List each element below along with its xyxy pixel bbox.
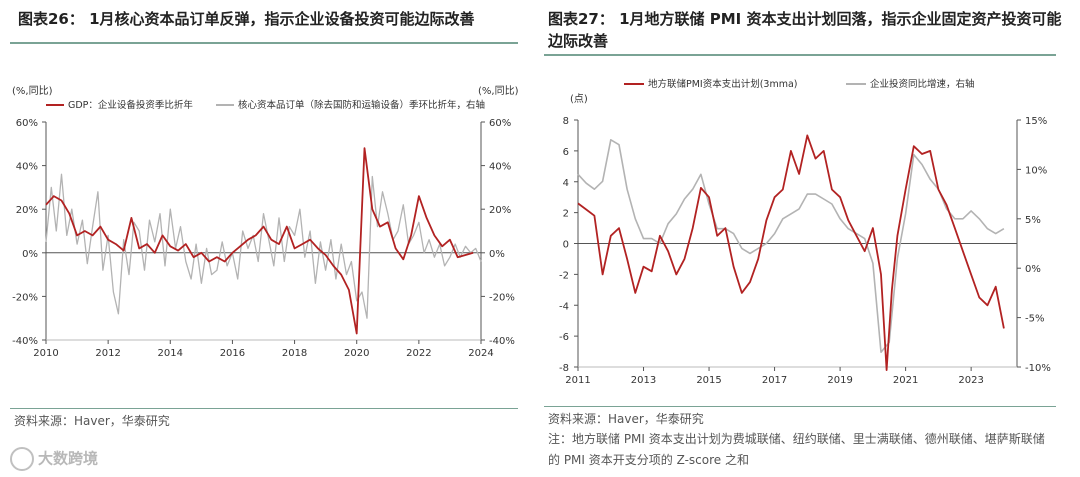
y-tick-label-right: -40%: [489, 336, 515, 347]
y-tick-label-left: 60%: [16, 118, 38, 129]
y-tick-label-right: -10%: [1025, 363, 1051, 374]
left-axis-unit: (%,同比): [12, 85, 53, 97]
x-tick-label: 2020: [344, 348, 369, 359]
watermark-text: 大数跨境: [38, 449, 99, 468]
y-tick-label-right: 0%: [489, 249, 505, 260]
y-tick-label-right: -5%: [1025, 314, 1044, 325]
x-tick-label: 2013: [631, 375, 656, 386]
source-rule-left: [10, 408, 518, 409]
x-tick-label: 2017: [762, 375, 787, 386]
y-tick-label-left: 6: [563, 147, 569, 158]
right-axis-unit: (%,同比): [478, 85, 519, 97]
x-tick-label: 2015: [696, 375, 721, 386]
chart-title-right: 图表27： 1月地方联储 PMI 资本支出计划回落，指示企业固定资产投资可能边际…: [548, 10, 1062, 50]
x-tick-label: 2024: [468, 348, 493, 359]
source-left: 资料来源：Haver，华泰研究: [14, 414, 170, 428]
y-tick-label-left: -20%: [12, 292, 38, 303]
legend-label-gdp: GDP：企业设备投资季比折年: [68, 99, 193, 111]
title-rule-left: [10, 42, 518, 44]
y-tick-label-left: 20%: [16, 205, 38, 216]
x-tick-label: 2011: [565, 375, 590, 386]
series-line-orders: [45, 173, 482, 319]
chart-right-svg: 地方联储PMI资本支出计划(3mma) 企业投资同比增速，右轴 (点)8 6 4 2 0 -2…: [559, 78, 1051, 386]
series-line-invest: [577, 139, 1005, 354]
watermark-logo-icon: [10, 447, 34, 471]
chart-panel-left: 图表26： 1月核心资本品订单反弹，指示企业设备投资可能边际改善 (%,同比)(…: [0, 0, 530, 477]
y-tick-label-left: 0%: [22, 249, 38, 260]
source-rule-right: [544, 406, 1056, 407]
y-tick-label-right: 15%: [1025, 116, 1047, 127]
y-tick-label-right: 0%: [1025, 264, 1041, 275]
y-tick-label-right: 40%: [489, 162, 511, 173]
x-tick-label: 2012: [95, 348, 120, 359]
x-tick-label: 2010: [33, 348, 58, 359]
y-tick-label-left: 8: [563, 116, 569, 127]
chart-title-left: 图表26： 1月核心资本品订单反弹，指示企业设备投资可能边际改善: [18, 10, 475, 28]
y-tick-label-left: 40%: [16, 162, 38, 173]
x-tick-label: 2018: [282, 348, 307, 359]
legend-label-invest: 企业投资同比增速，右轴: [870, 78, 975, 90]
y-tick-label-left: -4: [559, 301, 569, 312]
y-tick-label-right: 20%: [489, 205, 511, 216]
y-tick-label-right: 60%: [489, 118, 511, 129]
y-tick-label-left: -40%: [12, 336, 38, 347]
left-axis-unit: (点): [570, 93, 588, 105]
x-tick-label: 2019: [827, 375, 852, 386]
title-rule-right: [544, 54, 1056, 56]
x-tick-label: 2023: [958, 375, 983, 386]
series-line-gdp: [45, 147, 474, 335]
y-tick-label-right: -20%: [489, 292, 515, 303]
x-tick-label: 2022: [406, 348, 431, 359]
x-tick-label: 2014: [158, 348, 183, 359]
y-tick-label-left: -2: [559, 270, 569, 281]
x-tick-label: 2021: [893, 375, 918, 386]
legend-label-pmi: 地方联储PMI资本支出计划(3mma): [648, 78, 798, 90]
y-tick-label-left: -8: [559, 363, 569, 374]
legend-label-orders: 核心资本品订单（除去国防和运输设备）季环比折年，右轴: [238, 99, 485, 111]
y-tick-label-left: -6: [559, 332, 569, 343]
y-tick-label-left: 0: [563, 240, 569, 251]
note-right: 注：地方联储 PMI 资本支出计划为费城联储、纽约联储、里士满联储、德州联储、堪…: [548, 432, 1045, 467]
x-tick-label: 2016: [220, 348, 245, 359]
source-right: 资料来源：Haver，华泰研究: [548, 412, 704, 426]
y-tick-label-left: 2: [563, 209, 569, 220]
y-tick-label-right: 5%: [1025, 215, 1041, 226]
chart-left-svg: (%,同比) (%,同比) GDP：企业设备投资季比折年 核心资本品订单（除去国防和运…: [12, 85, 519, 359]
watermark: 大数跨境: [10, 447, 98, 471]
y-tick-label-left: 4: [563, 178, 569, 189]
series-line-pmi: [577, 134, 1005, 372]
y-tick-label-right: 10%: [1025, 165, 1047, 176]
chart-panel-right: 图表27： 1月地方联储 PMI 资本支出计划回落，指示企业固定资产投资可能边际…: [540, 0, 1080, 477]
